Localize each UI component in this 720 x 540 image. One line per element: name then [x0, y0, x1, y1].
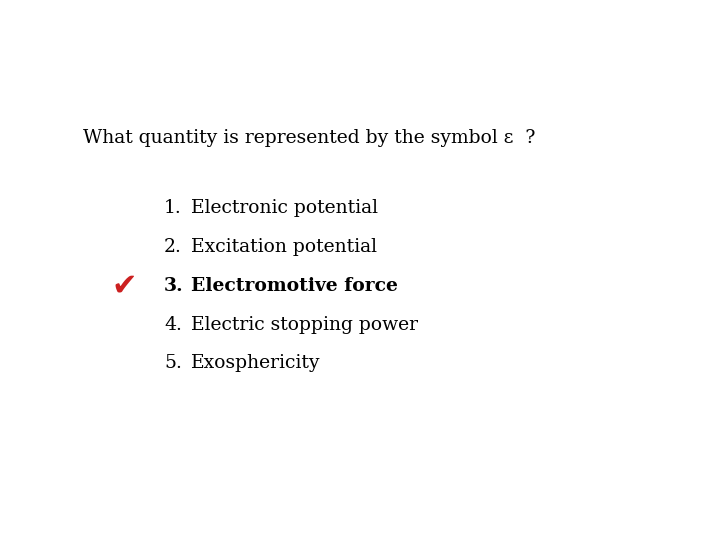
Text: 2.: 2. [164, 238, 182, 256]
Text: 3.: 3. [164, 276, 184, 295]
Text: ✔: ✔ [112, 271, 137, 300]
Text: 4.: 4. [164, 315, 182, 334]
Text: 5.: 5. [164, 354, 182, 373]
Text: 1.: 1. [164, 199, 182, 217]
Text: Electromotive force: Electromotive force [191, 276, 397, 295]
Text: Electric stopping power: Electric stopping power [191, 315, 418, 334]
Text: What quantity is represented by the symbol ε  ?: What quantity is represented by the symb… [83, 129, 535, 147]
Text: Exosphericity: Exosphericity [191, 354, 320, 373]
Text: Excitation potential: Excitation potential [191, 238, 377, 256]
Text: Electronic potential: Electronic potential [191, 199, 378, 217]
